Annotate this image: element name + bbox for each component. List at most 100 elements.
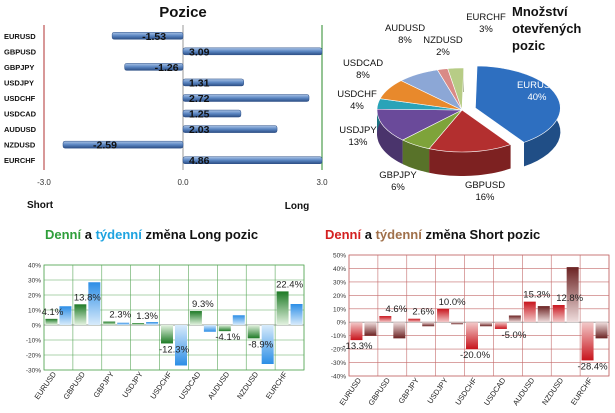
y-tick-label: 30%	[333, 279, 346, 286]
y-tick-label: -20%	[26, 353, 41, 360]
positions-value-label: 1.31	[189, 77, 210, 89]
positions-value-label: 2.03	[189, 124, 210, 136]
positions-value-label: 4.86	[189, 155, 210, 167]
pie-label-percent: 2%	[436, 47, 450, 58]
positions-category-label: GBPUSD	[4, 47, 37, 56]
data-label: 2.6%	[412, 307, 434, 318]
pie-slice-eurusd	[475, 65, 561, 143]
pie-label-percent: 8%	[398, 35, 412, 46]
positions-chart: Pozice EURUSD -1.53 GBPUSD 3.09 GBPJPY -1.26 U…	[4, 4, 328, 212]
positions-bar	[182, 125, 278, 133]
bar-týdenní	[175, 325, 187, 366]
positions-category-label: EURCHF	[4, 156, 36, 165]
data-label: -28.4%	[578, 361, 609, 372]
long-change-title: Denní a týdenní změna Long pozic	[45, 227, 258, 242]
bar-týdenní	[422, 322, 435, 327]
title-part: změna Long pozic	[142, 227, 258, 242]
y-tick-label: 50%	[333, 253, 346, 260]
long-change-chart: Denní a týdenní změna Long pozic 40% 30% 2…	[26, 227, 305, 402]
pie-label-name: AUDUSD	[385, 23, 425, 34]
short-change-chart: Denní a týdenní změna Short pozic 50% 40%…	[325, 227, 610, 408]
x-category-label: USDCAD	[482, 376, 508, 408]
bar-týdenní	[59, 306, 72, 325]
x-category-label: GBPUSD	[61, 370, 87, 402]
x-category-label: NZDUSD	[540, 376, 566, 407]
bar-denní	[523, 301, 536, 323]
y-tick-label: -10%	[331, 333, 346, 340]
bar-denní	[552, 305, 565, 323]
title-part: týdenní	[96, 227, 143, 242]
positions-category-label: EURUSD	[4, 32, 36, 41]
y-tick-label: 0%	[32, 323, 42, 330]
bar-denní	[379, 316, 392, 323]
pie-label-percent: 13%	[348, 137, 368, 148]
positions-bar	[182, 156, 323, 164]
pie-label-percent: 8%	[356, 70, 370, 81]
positions-category-label: USDJPY	[4, 78, 34, 87]
pie-slice-usdjpy	[376, 108, 463, 141]
title-part: týdenní	[376, 227, 423, 242]
y-tick-label: 0%	[337, 320, 347, 327]
plot-frame	[43, 264, 305, 371]
bar-týdenní	[290, 304, 303, 325]
x-category-label: AUDUSD	[511, 376, 537, 408]
pie-title-line-1: Množství	[512, 4, 568, 19]
bar-denní	[247, 325, 260, 339]
pie-title-line-3: pozic	[512, 38, 545, 53]
pie-slice-side	[402, 140, 430, 173]
x-category-label: USDCHF	[453, 376, 479, 407]
pie-label-percent: 6%	[391, 182, 405, 193]
positions-category-label: AUDUSD	[4, 125, 37, 134]
bar-týdenní	[566, 267, 579, 323]
positions-bar	[62, 140, 184, 149]
data-label: 22.4%	[276, 279, 303, 290]
title-part: změna Short pozic	[422, 227, 540, 242]
short-change-title: Denní a týdenní změna Short pozic	[325, 227, 540, 242]
bar-denní	[161, 325, 173, 344]
positions-bar	[182, 109, 242, 118]
pie-label-name: GBPUSD	[465, 180, 505, 191]
bar-denní	[350, 322, 363, 341]
y-tick-label: -40%	[331, 374, 346, 381]
bar-týdenní	[537, 306, 550, 323]
x-category-label: GBPJPY	[397, 376, 421, 405]
positions-category-label: GBPJPY	[4, 63, 34, 72]
positions-short-label: Short	[27, 200, 54, 211]
pie-label-percent: 40%	[527, 92, 547, 103]
y-tick-label: -10%	[26, 338, 41, 345]
pie-label-percent: 3%	[479, 24, 493, 35]
bar-denní	[103, 321, 116, 325]
data-label: -20.0%	[460, 350, 491, 361]
positions-category-label: NZDUSD	[4, 141, 36, 150]
bar-týdenní	[508, 315, 521, 323]
y-tick-label: 10%	[333, 306, 346, 313]
bar-týdenní	[88, 282, 101, 325]
y-tick-label: -30%	[331, 360, 346, 367]
data-label: -12.3%	[159, 344, 190, 355]
x-category-label: GBPJPY	[92, 370, 116, 399]
bar-týdenní	[146, 322, 159, 325]
bar-týdenní	[232, 315, 245, 325]
data-label: -4.1%	[215, 332, 240, 343]
y-tick-label: 20%	[333, 293, 346, 300]
bar-týdenní	[203, 325, 216, 332]
pie-label-name: USDJPY	[339, 125, 377, 136]
bar-týdenní	[364, 322, 377, 336]
y-tick-label: 10%	[28, 308, 41, 315]
positions-bar	[111, 32, 184, 40]
positions-bar	[182, 78, 244, 87]
bar-týdenní	[451, 322, 464, 325]
data-label: 10.0%	[439, 297, 466, 308]
pie-label-percent: 4%	[350, 101, 364, 112]
pie-label-name: GBPJPY	[379, 170, 417, 181]
bar-denní	[132, 323, 145, 325]
data-label: 2.3%	[109, 310, 131, 321]
x-category-label: EURCHF	[569, 376, 595, 407]
positions-value-label: -1.53	[142, 31, 166, 43]
pie-label-name: EURCHF	[466, 12, 506, 23]
bar-týdenní	[393, 322, 406, 339]
x-category-label: AUDUSD	[206, 370, 232, 402]
bar-denní	[45, 318, 58, 325]
